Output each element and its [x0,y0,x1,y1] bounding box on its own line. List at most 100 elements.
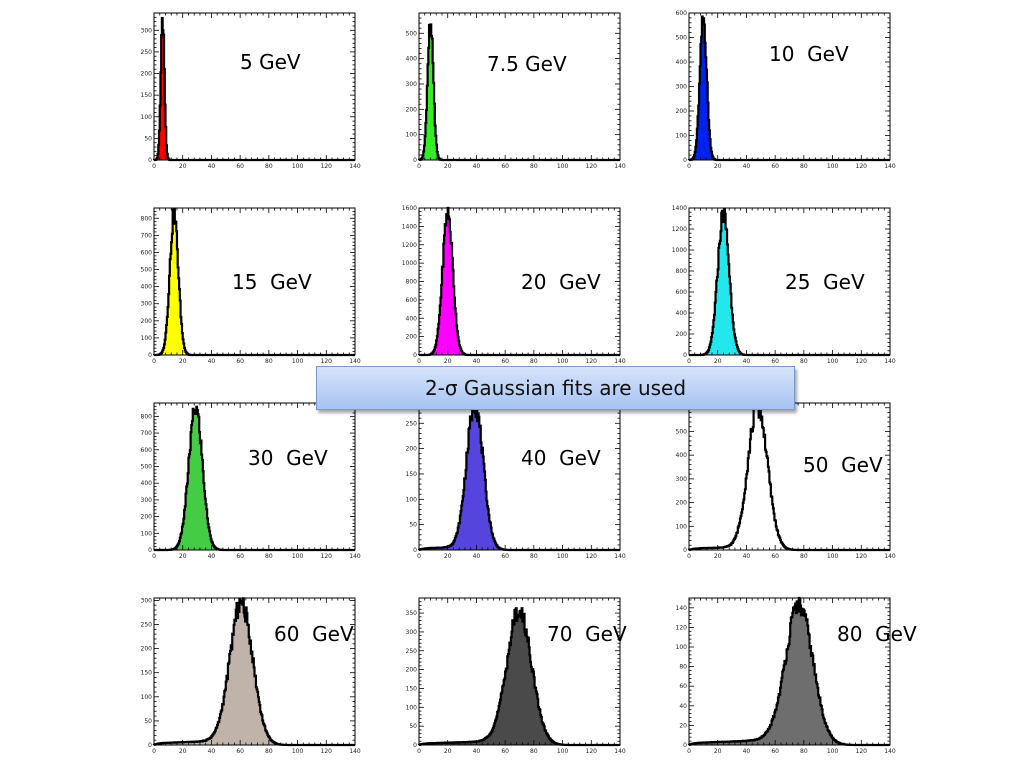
x-tick-label: 20 [444,553,452,560]
histogram-outline [687,15,890,162]
y-tick-label: 200 [406,446,418,453]
y-tick-label: 200 [141,514,153,521]
y-tick-label: 700 [141,232,153,239]
histogram-svg: 0 20 40 60 80 100 120 140 0 50 100 150 200 250 300 [141,597,361,755]
x-tick-label: 140 [349,163,361,170]
histogram-svg: 0 20 40 60 80 100 120 140 0 20 40 60 80 100 120 140 [676,596,896,755]
x-tick-label: 120 [856,748,868,755]
y-tick-label: 400 [141,284,153,291]
energy-label: 30 GeV [248,446,328,470]
x-tick-label: 0 [417,748,421,755]
y-tick-label: 300 [676,84,688,91]
x-tick-label: 20 [714,553,722,560]
y-tick-label: 200 [676,331,688,338]
x-tick-label: 40 [473,163,481,170]
y-tick-label: 800 [406,279,418,286]
x-tick-label: 60 [236,748,244,755]
x-tick-label: 120 [586,553,598,560]
histogram-fill [419,403,620,550]
x-tick-label: 40 [743,748,751,755]
histogram-fill [419,608,620,745]
x-tick-label: 100 [557,553,569,560]
x-tick-label: 140 [884,358,896,365]
y-tick-label: 20 [679,722,687,729]
y-tick-label: 200 [406,667,418,674]
x-tick-label: 40 [743,358,751,365]
y-tick-label: 0 [148,742,152,749]
x-tick-label: 20 [179,163,187,170]
x-tick-label: 0 [152,358,156,365]
histogram-panel: 0 20 40 60 80 100 120 140 0 100 200 300 400 500 600 700… [130,395,370,570]
y-tick-label: 100 [141,694,153,701]
y-tick-label: 0 [413,352,417,359]
y-tick-label: 1400 [672,205,687,212]
y-tick-label: 200 [676,500,688,507]
x-tick-label: 100 [292,163,304,170]
y-tick-label: 200 [141,646,153,653]
y-tick-label: 100 [141,335,153,342]
x-tick-label: 60 [771,163,779,170]
x-tick-label: 140 [884,163,896,170]
x-tick-label: 120 [586,358,598,365]
x-tick-label: 0 [152,748,156,755]
y-tick-label: 400 [676,310,688,317]
y-tick-label: 150 [406,685,418,692]
histogram-fill [154,406,355,550]
x-tick-label: 40 [473,748,481,755]
y-tick-label: 250 [141,49,153,56]
histogram-panel: 0 20 40 60 80 100 120 140 0 50 100 150 200 250 300 60 G… [130,590,370,765]
x-tick-label: 40 [208,358,216,365]
x-tick-label: 140 [614,553,626,560]
x-tick-label: 100 [292,358,304,365]
y-tick-label: 800 [141,215,153,222]
x-tick-label: 100 [827,163,839,170]
x-tick-label: 40 [208,163,216,170]
x-tick-label: 100 [292,748,304,755]
histogram-outline [152,16,355,162]
y-tick-label: 100 [141,530,153,537]
x-tick-label: 0 [417,553,421,560]
y-tick-label: 100 [406,132,418,139]
x-tick-label: 140 [349,553,361,560]
x-tick-label: 100 [557,358,569,365]
y-tick-label: 0 [413,157,417,164]
y-tick-label: 1200 [672,226,687,233]
x-tick-label: 0 [687,748,691,755]
energy-label: 80 GeV [837,622,917,646]
x-tick-label: 40 [743,163,751,170]
histogram-svg: 0 20 40 60 80 100 120 140 0 100 200 300 400 500 [406,12,626,170]
y-tick-label: 150 [141,92,153,99]
y-tick-label: 100 [406,704,418,711]
histogram-fill [419,208,620,355]
x-tick-label: 20 [179,358,187,365]
y-tick-label: 600 [676,289,688,296]
energy-label: 50 GeV [803,453,883,477]
energy-label: 10 GeV [769,42,849,66]
x-tick-label: 60 [771,553,779,560]
y-tick-label: 1600 [402,205,417,212]
x-tick-label: 100 [557,163,569,170]
y-tick-label: 500 [141,463,153,470]
histogram-panel: 0 20 40 60 80 100 120 140 0 100 200 300 400 500 7.5 Ge… [395,5,635,180]
histogram-panel: 020406080100120140010020030040050060050 … [665,395,905,570]
fit-method-banner: 2-σ Gaussian fits are used [316,366,795,410]
x-tick-label: 140 [884,748,896,755]
x-tick-label: 120 [321,553,333,560]
y-tick-label: 100 [406,496,418,503]
x-tick-label: 80 [530,748,538,755]
y-tick-label: 250 [406,648,418,655]
y-tick-label: 100 [676,644,688,651]
x-tick-label: 60 [236,358,244,365]
x-tick-label: 80 [265,748,273,755]
y-tick-label: 700 [141,430,153,437]
histogram-panel: 0 20 40 60 80 100 120 140 0 50 100 150 200 250 40 GeV [395,395,635,570]
histogram-outline [417,401,620,552]
y-tick-label: 0 [148,352,152,359]
histogram-panel: 0 20 40 60 80 100 120 140 0 100 200 300 400 500 600 700… [130,200,370,375]
histogram-svg: 0 20 40 60 80 100 120 140 0 100 200 300 400 500 600 700… [141,402,361,560]
plot-frame [418,402,621,551]
y-tick-label: 200 [406,334,418,341]
histogram-fill [154,18,355,160]
